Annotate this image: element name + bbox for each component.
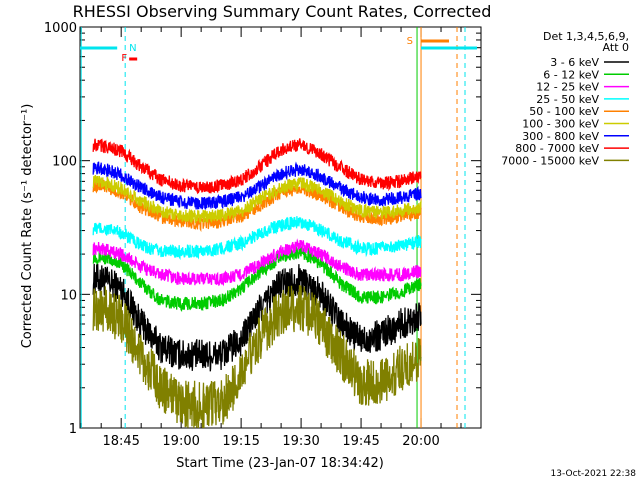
- series-line: [92, 245, 422, 313]
- x-axis-label: Start Time (23-Jan-07 18:34:42): [176, 456, 384, 471]
- x-tick-label: 20:00: [402, 434, 439, 449]
- legend-label: 50 - 100 keV: [529, 105, 599, 118]
- series-line: [92, 285, 422, 429]
- flag-label-f: F: [121, 53, 127, 64]
- y-axis-label: Corrected Count Rate (s⁻¹ detector⁻¹): [20, 104, 35, 349]
- flag-label-s: S: [407, 36, 413, 47]
- x-tick-label: 18:45: [102, 434, 139, 449]
- legend-label: 12 - 25 keV: [536, 81, 599, 94]
- legend-label: 100 - 300 keV: [522, 118, 599, 131]
- x-tick-label: 19:00: [162, 434, 199, 449]
- footer-date: 13-Oct-2021 22:38: [551, 469, 637, 479]
- legend-label: 6 - 12 keV: [543, 68, 599, 81]
- x-tick-label: 19:45: [342, 434, 379, 449]
- flag-label-n: N: [129, 43, 136, 54]
- series-line: [92, 263, 422, 372]
- legend-label: 300 - 800 keV: [522, 130, 599, 143]
- plot-frame: [79, 26, 482, 429]
- y-tick-label: 100: [52, 155, 77, 170]
- y-tick-label: 1000: [44, 21, 77, 36]
- legend-label: 3 - 6 keV: [550, 56, 599, 69]
- plot-area: 1 10 100 1000 18:45 19:00 19:15 19:30 19:45 20:00…: [44, 21, 482, 449]
- legend-label: 800 - 7000 keV: [515, 142, 599, 155]
- legend-label: 25 - 50 keV: [536, 93, 599, 106]
- series-line: [92, 161, 422, 210]
- y-tick-label: 1: [69, 422, 77, 437]
- legend-label: 7000 - 15000 keV: [501, 154, 599, 167]
- chart-title: RHESSI Observing Summary Count Rates, Co…: [73, 2, 492, 21]
- series-line: [92, 216, 422, 261]
- series-line: [92, 179, 422, 233]
- series-line: [92, 238, 422, 287]
- x-tick-label: 19:30: [282, 434, 319, 449]
- x-tick-label: 19:15: [222, 434, 259, 449]
- series-line: [92, 138, 422, 195]
- series-line: [92, 174, 422, 224]
- legend-header: Att 0: [603, 41, 629, 54]
- legend-header: Det 1,3,4,5,6,9,: [543, 30, 629, 43]
- y-tick-label: 10: [60, 288, 77, 303]
